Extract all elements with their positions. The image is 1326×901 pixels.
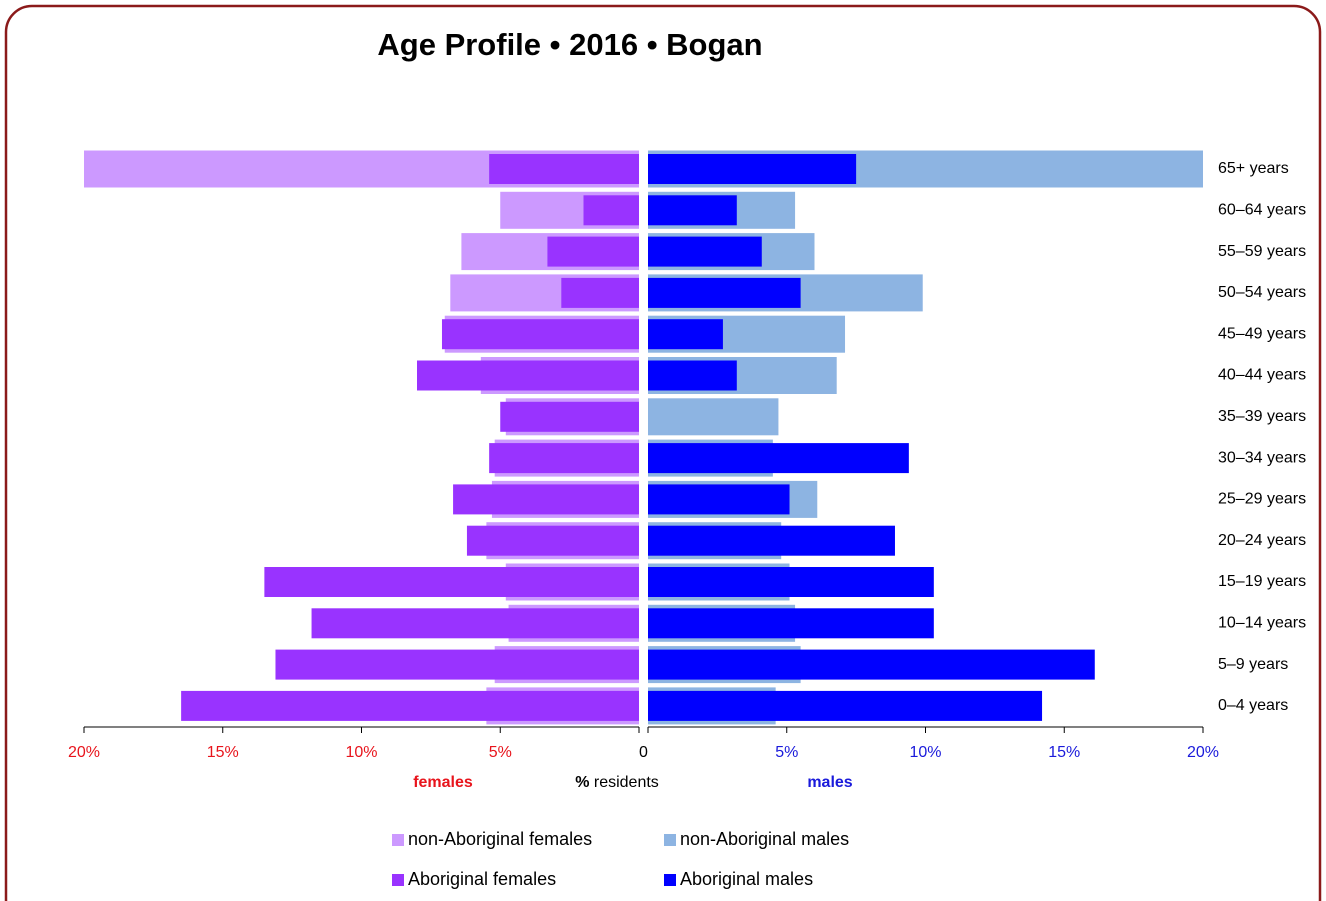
y-tick-label: 10–14 years (1218, 615, 1306, 632)
legend-swatch (664, 874, 676, 886)
bar (181, 690, 639, 721)
bar (275, 649, 639, 680)
bar (417, 360, 639, 391)
x-axis-text: residents (594, 774, 659, 791)
bar (648, 484, 790, 515)
left-label: females (413, 774, 473, 791)
bar (648, 690, 1043, 721)
y-tick-label: 50–54 years (1218, 284, 1306, 301)
y-tick-label: 60–64 years (1218, 202, 1306, 219)
legend-label: non-Aboriginal males (680, 829, 849, 849)
bar (561, 277, 639, 308)
legend-swatch (392, 874, 404, 886)
bar (648, 360, 737, 391)
bar (500, 401, 639, 432)
y-tick-label: 35–39 years (1218, 408, 1306, 425)
legend-label: Aboriginal females (408, 869, 556, 889)
bar (489, 154, 639, 184)
bar (648, 525, 895, 556)
bar (648, 154, 857, 184)
x-tick-label: 10% (345, 744, 377, 761)
y-tick-label: 25–29 years (1218, 491, 1306, 508)
bar (648, 398, 779, 436)
legend-swatch (664, 834, 676, 846)
bar (648, 443, 909, 474)
bar (648, 236, 762, 267)
y-tick-label: 5–9 years (1218, 656, 1288, 673)
right-label: males (807, 774, 852, 791)
bar (264, 567, 639, 597)
legend-label: non-Aboriginal females (408, 829, 592, 849)
legend-label: Aboriginal males (680, 869, 813, 889)
x-tick-label: 20% (68, 744, 100, 761)
x-tick-label: 15% (1048, 744, 1080, 761)
x-axis-unit: % (575, 774, 589, 791)
bar (466, 525, 639, 556)
y-tick-label: 45–49 years (1218, 325, 1306, 342)
bar (648, 277, 801, 308)
x-tick-label: 0 (639, 744, 648, 761)
bar (489, 443, 639, 474)
y-tick-label: 55–59 years (1218, 243, 1306, 260)
bar (441, 319, 639, 350)
y-tick-label: 40–44 years (1218, 367, 1306, 384)
bar (648, 608, 934, 639)
bar (648, 319, 723, 350)
y-tick-label: 30–34 years (1218, 449, 1306, 466)
x-tick-label: 15% (207, 744, 239, 761)
legend-swatch (392, 834, 404, 846)
x-tick-label: 10% (909, 744, 941, 761)
x-tick-label: 5% (775, 744, 798, 761)
bar (583, 195, 639, 226)
x-tick-label: 5% (489, 744, 512, 761)
bar (311, 608, 639, 639)
bar (648, 649, 1095, 680)
x-axis-label: % residents (575, 774, 659, 791)
y-tick-label: 20–24 years (1218, 532, 1306, 549)
bar (547, 236, 639, 267)
y-tick-label: 0–4 years (1218, 697, 1288, 714)
bar (648, 195, 737, 226)
chart-title: Age Profile • 2016 • Bogan (377, 27, 762, 62)
bar (648, 567, 934, 597)
bar (453, 484, 639, 515)
y-tick-label: 65+ years (1218, 160, 1289, 177)
x-tick-label: 20% (1187, 744, 1219, 761)
y-tick-label: 15–19 years (1218, 573, 1306, 590)
